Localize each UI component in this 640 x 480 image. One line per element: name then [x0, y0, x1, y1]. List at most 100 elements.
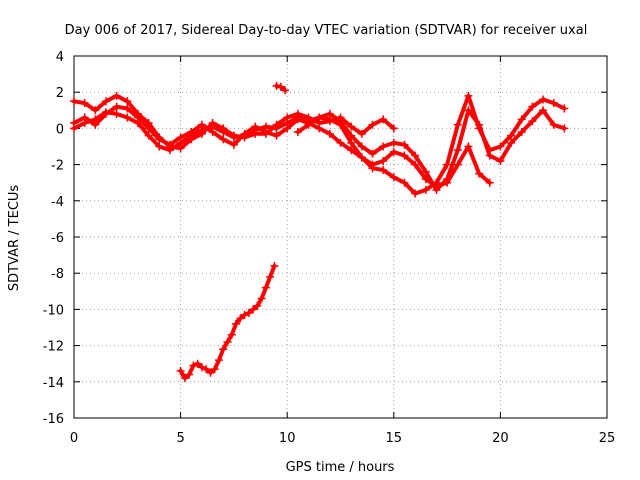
chart-title: Day 006 of 2017, Sidereal Day-to-day VTE…	[65, 23, 588, 38]
data-point	[368, 164, 377, 173]
series-line	[178, 264, 277, 381]
grid-lines	[74, 56, 607, 418]
data-point	[197, 363, 206, 372]
data-point	[101, 97, 110, 106]
data-point	[400, 151, 409, 160]
data-point	[325, 129, 334, 138]
data-point	[475, 169, 484, 178]
data-point	[112, 102, 121, 111]
x-tick-label: 20	[492, 431, 509, 446]
data-point	[539, 95, 548, 104]
series-line	[295, 93, 567, 196]
data-point	[336, 138, 345, 147]
data-point	[464, 91, 473, 100]
data-point	[357, 142, 366, 151]
data-point	[281, 86, 290, 95]
data-point	[368, 120, 377, 129]
data-point	[223, 337, 232, 346]
data-point	[214, 356, 223, 365]
data-point	[389, 173, 398, 182]
data-point	[400, 140, 409, 149]
data-point	[528, 102, 537, 111]
data-point	[155, 135, 164, 144]
data-point	[379, 115, 388, 124]
data-point	[485, 178, 494, 187]
y-tick-label: -10	[43, 303, 64, 318]
axis-ticks: 0 5 10 15 20 25 -16 -14 -12 -10 -8 -6 -4 -2 0 2 4	[43, 50, 616, 446]
data-point	[210, 365, 219, 374]
data-point	[453, 160, 462, 169]
data-point	[123, 97, 132, 106]
data-point	[507, 138, 516, 147]
data-point	[101, 108, 110, 117]
data-point	[176, 138, 185, 147]
data-point	[432, 185, 441, 194]
x-tick-label: 15	[386, 431, 403, 446]
x-axis-label: GPS time / hours	[286, 460, 395, 475]
data-point	[485, 146, 494, 155]
data-point	[276, 82, 285, 91]
data-point	[197, 126, 206, 135]
data-point	[315, 124, 324, 133]
data-point	[517, 128, 526, 137]
data-point	[293, 128, 302, 137]
data-point	[240, 131, 249, 140]
data-point	[202, 365, 211, 374]
data-point	[443, 160, 452, 169]
data-point	[266, 272, 275, 281]
series-track-d	[293, 91, 569, 198]
data-point	[176, 366, 185, 375]
data-point	[80, 118, 89, 127]
data-point	[379, 142, 388, 151]
data-point	[123, 104, 132, 113]
data-point	[206, 368, 215, 377]
data-point	[193, 359, 202, 368]
data-point	[185, 370, 194, 379]
series-group	[70, 81, 569, 383]
data-point	[272, 124, 281, 133]
data-point	[144, 131, 153, 140]
data-point	[411, 160, 420, 169]
data-point	[261, 283, 270, 292]
data-point	[240, 310, 249, 319]
data-point	[347, 122, 356, 131]
data-point	[272, 131, 281, 140]
data-point	[219, 135, 228, 144]
data-point	[325, 115, 334, 124]
y-tick-label: -16	[43, 412, 64, 427]
data-point	[133, 118, 142, 127]
data-point	[293, 113, 302, 122]
data-point	[507, 131, 516, 140]
data-point	[411, 189, 420, 198]
data-point	[421, 167, 430, 176]
series-track-e	[272, 81, 290, 95]
data-point	[270, 261, 279, 270]
data-point	[91, 106, 100, 115]
data-point	[80, 99, 89, 108]
data-point	[249, 305, 258, 314]
data-point	[272, 81, 281, 90]
data-point	[219, 128, 228, 137]
data-point	[251, 126, 260, 135]
data-point	[336, 120, 345, 129]
data-point	[549, 99, 558, 108]
y-tick-label: -4	[51, 195, 64, 210]
data-point	[357, 153, 366, 162]
data-point	[70, 97, 78, 106]
data-point	[368, 149, 377, 158]
data-point	[517, 115, 526, 124]
data-point	[165, 146, 174, 155]
data-point	[70, 124, 78, 133]
data-point	[528, 117, 537, 126]
data-point	[236, 314, 245, 323]
data-point	[347, 138, 356, 147]
data-point	[496, 142, 505, 151]
data-point	[208, 122, 217, 131]
data-point	[253, 301, 262, 310]
data-point	[187, 131, 196, 140]
data-point	[232, 319, 241, 328]
data-point	[389, 124, 398, 133]
x-tick-label: 10	[279, 431, 296, 446]
data-point	[112, 109, 121, 118]
